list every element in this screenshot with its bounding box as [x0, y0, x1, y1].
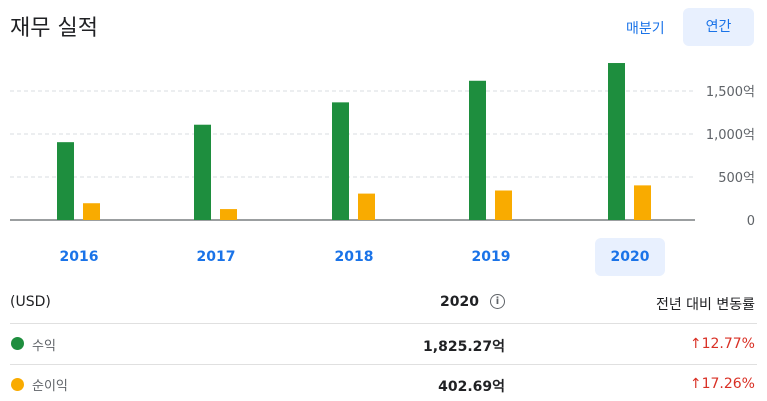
year-button-2016[interactable]: 2016 — [59, 249, 99, 265]
tab-annual[interactable]: 연간 — [683, 8, 754, 46]
info-icon[interactable]: i — [490, 294, 505, 309]
revenue-bar-2020[interactable] — [608, 63, 625, 220]
revenue-bar-2016[interactable] — [57, 142, 74, 220]
y-tick-label: 0 — [747, 214, 755, 229]
y-tick-label: 500억 — [718, 171, 755, 186]
net-income-bar-2016[interactable] — [83, 203, 100, 220]
divider — [10, 364, 757, 365]
year-button-2020[interactable]: 2020 — [595, 238, 665, 276]
row-label-revenue: 수익 — [32, 339, 56, 354]
row-change-revenue: ↑12.77% — [689, 336, 755, 352]
row-value-net-income: 402.69억 — [438, 379, 505, 395]
y-tick-label: 1,500억 — [706, 85, 755, 100]
table-year: 2020 — [440, 294, 479, 310]
tab-quarterly[interactable]: 매분기 — [626, 21, 665, 37]
year-button-2018[interactable]: 2018 — [334, 249, 374, 265]
row-value-revenue: 1,825.27억 — [423, 339, 505, 355]
revenue-legend-dot — [11, 337, 24, 350]
currency-label: (USD) — [10, 294, 51, 310]
row-label-net-income: 순이익 — [32, 379, 68, 394]
year-button-2017[interactable]: 2017 — [196, 249, 236, 265]
net-income-legend-dot — [11, 378, 24, 391]
change-header: 전년 대비 변동률 — [655, 297, 755, 313]
net-income-bar-2017[interactable] — [220, 209, 237, 220]
net-income-bar-2020[interactable] — [634, 185, 651, 220]
net-income-bar-2019[interactable] — [495, 190, 512, 220]
net-income-bar-2018[interactable] — [358, 193, 375, 220]
year-button-2019[interactable]: 2019 — [471, 249, 511, 265]
revenue-bar-2017[interactable] — [194, 124, 211, 220]
revenue-bar-2019[interactable] — [469, 80, 486, 221]
y-tick-label: 1,000억 — [706, 128, 755, 143]
revenue-bar-2018[interactable] — [332, 102, 349, 220]
page-title: 재무 실적 — [10, 16, 98, 41]
row-change-net-income: ↑17.26% — [689, 376, 755, 392]
divider — [10, 323, 757, 324]
financial-bar-chart: 0 500억 1,000억 1,500억 — [10, 63, 755, 229]
